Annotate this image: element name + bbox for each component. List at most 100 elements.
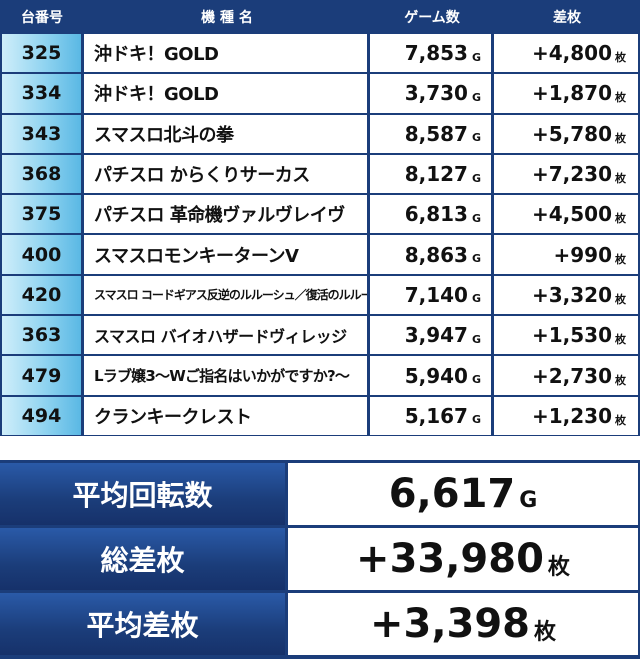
machine-name: Lラブ嬢3～Wご指名はいかがですか?～ (84, 356, 367, 395)
coin-difference-value: +1,530 (531, 323, 612, 348)
coin-difference-value: +2,730 (531, 363, 612, 388)
machine-name: スマスロ北斗の拳 (84, 114, 367, 153)
machine-number: 334 (2, 74, 81, 113)
header-machine-name: 機 種 名 (201, 9, 253, 26)
game-unit: G (471, 292, 481, 306)
table-row: 400 スマスロモンキーターンV 8,863 G +990 枚 (0, 234, 640, 274)
coin-difference: +4,500 枚 (494, 195, 638, 234)
table-row: 325 沖ドキ！GOLD 7,853 G +4,800 枚 (0, 33, 640, 73)
game-unit: G (471, 211, 481, 225)
summary-unit: 枚 (547, 555, 570, 580)
game-count-value: 8,863 (404, 242, 468, 267)
machine-number: 400 (2, 235, 81, 274)
summary-number: 6,617 (388, 471, 516, 517)
coin-difference: +990 枚 (494, 235, 638, 274)
summary-unit: 枚 (534, 620, 557, 645)
coin-difference-value: +4,500 (531, 202, 612, 227)
table-row: 343 スマスロ北斗の拳 8,587 G +5,780 枚 (0, 114, 640, 154)
machine-number: 368 (2, 154, 81, 194)
game-unit: G (471, 252, 481, 266)
machine-name: 沖ドキ！GOLD (84, 74, 367, 113)
game-count-value: 8,587 (404, 121, 468, 146)
machine-name: クランキークレスト (84, 396, 367, 435)
game-count: 8,127 G (370, 154, 491, 194)
coin-difference: +3,320 枚 (494, 275, 638, 315)
table-row: 334 沖ドキ！GOLD 3,730 G +1,870 枚 (0, 73, 640, 113)
game-count: 7,853 G (370, 34, 491, 73)
game-unit: G (471, 50, 481, 64)
summary-number: +33,980 (356, 536, 544, 582)
table-row: 420 スマスロ コードギアス反逆のルルーシュ／復活のルルーシュ 7,140 G … (0, 275, 640, 315)
coin-unit: 枚 (615, 252, 626, 266)
coin-unit: 枚 (615, 292, 626, 306)
game-unit: G (471, 90, 481, 104)
header-coin-difference: 差枚 (553, 9, 581, 26)
game-unit: G (471, 332, 481, 346)
summary-value: 6,617 G (288, 463, 638, 525)
coin-difference-value: +1,230 (531, 403, 612, 428)
coin-unit: 枚 (615, 172, 626, 186)
coin-difference-value: +5,780 (531, 121, 612, 146)
coin-unit: 枚 (615, 373, 626, 387)
machine-name: パチスロ 革命機ヴァルヴレイヴ (84, 195, 367, 234)
coin-unit: 枚 (615, 333, 626, 347)
summary-label: 平均回転数 (0, 463, 285, 525)
machine-number: 420 (2, 275, 81, 315)
coin-unit: 枚 (615, 91, 626, 105)
game-count-value: 5,940 (404, 363, 468, 388)
summary-row-average-diff: 平均差枚 +3,398 枚 (0, 592, 640, 656)
game-count: 3,947 G (370, 316, 491, 355)
table-row: 375 パチスロ 革命機ヴァルヴレイヴ 6,813 G +4,500 枚 (0, 194, 640, 234)
coin-difference-value: +1,870 (531, 81, 612, 106)
game-count-value: 3,730 (404, 81, 468, 106)
machine-name: スマスロ バイオハザードヴィレッジ (84, 316, 367, 355)
machine-number: 494 (2, 396, 81, 435)
summary-label: 総差枚 (0, 528, 285, 590)
machine-number: 479 (2, 356, 81, 395)
game-count: 5,167 G (370, 396, 491, 435)
machine-number: 363 (2, 316, 81, 355)
coin-unit: 枚 (615, 51, 626, 65)
coin-difference: +1,230 枚 (494, 396, 638, 435)
coin-unit: 枚 (615, 413, 626, 427)
summary-row-total-diff: 総差枚 +33,980 枚 (0, 527, 640, 591)
coin-difference-value: +4,800 (531, 41, 612, 66)
table-row: 363 スマスロ バイオハザードヴィレッジ 3,947 G +1,530 枚 (0, 315, 640, 355)
coin-difference: +2,730 枚 (494, 356, 638, 395)
table-row: 368 パチスロ からくりサーカス 8,127 G +7,230 枚 (0, 154, 640, 194)
summary-number: +3,398 (369, 601, 531, 647)
game-count: 6,813 G (370, 195, 491, 234)
game-unit: G (471, 131, 481, 145)
summary-unit: G (519, 487, 538, 513)
coin-difference-value: +990 (553, 242, 612, 267)
game-unit: G (471, 373, 481, 387)
coin-difference: +5,780 枚 (494, 114, 638, 153)
game-count-value: 5,167 (404, 403, 468, 428)
machine-name: スマスロ コードギアス反逆のルルーシュ／復活のルルーシュ (84, 275, 367, 315)
game-count: 8,587 G (370, 114, 491, 153)
coin-difference: +7,230 枚 (494, 154, 638, 194)
summary-value: +3,398 枚 (288, 593, 638, 655)
summary-row-average-spins: 平均回転数 6,617 G (0, 462, 640, 526)
summary-label: 平均差枚 (0, 593, 285, 655)
game-count-value: 7,853 (404, 41, 468, 66)
summary-table: 平均回転数 6,617 G 総差枚 +33,980 枚 平均差枚 +3,398 枚 (0, 460, 640, 659)
coin-difference-value: +3,320 (531, 282, 612, 307)
machine-name: 沖ドキ！GOLD (84, 34, 367, 73)
machine-name: パチスロ からくりサーカス (84, 154, 367, 194)
machine-name: スマスロモンキーターンV (84, 235, 367, 274)
table-row: 494 クランキークレスト 5,167 G +1,230 枚 (0, 396, 640, 436)
header-game-count: ゲーム数 (404, 9, 460, 26)
summary-value: +33,980 枚 (288, 528, 638, 590)
coin-unit: 枚 (615, 212, 626, 226)
table-body: 325 沖ドキ！GOLD 7,853 G +4,800 枚 334 沖ドキ！GOLD… (0, 33, 640, 436)
game-count: 5,940 G (370, 356, 491, 395)
game-count: 8,863 G (370, 235, 491, 274)
game-count: 3,730 G (370, 74, 491, 113)
table-row: 479 Lラブ嬢3～Wご指名はいかがですか?～ 5,940 G +2,730 枚 (0, 355, 640, 395)
coin-difference-value: +7,230 (531, 162, 612, 187)
coin-unit: 枚 (615, 131, 626, 145)
coin-difference: +1,530 枚 (494, 316, 638, 355)
machine-results-table: 台番号 機 種 名 ゲーム数 差枚 325 沖ドキ！GOLD 7,853 G +4… (0, 0, 640, 436)
